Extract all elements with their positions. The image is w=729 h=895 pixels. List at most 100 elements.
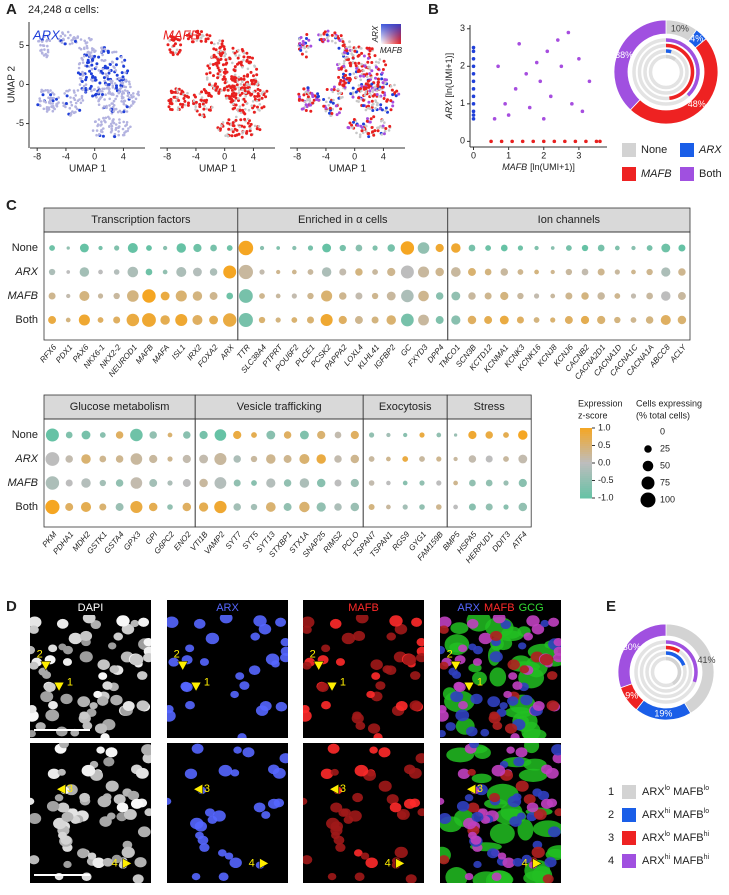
umap-cell — [328, 106, 332, 110]
umap-cell — [339, 34, 343, 38]
umap-cell — [95, 62, 99, 66]
umap-cell — [122, 91, 126, 95]
umap-cell — [297, 92, 301, 96]
dot — [677, 292, 686, 300]
umap-cell — [369, 117, 373, 121]
scatter-point — [513, 87, 518, 91]
umap-cell — [217, 61, 221, 65]
nucleus — [394, 846, 408, 859]
donut-slice — [613, 19, 667, 111]
nucleus — [167, 797, 172, 805]
umap-cell — [360, 129, 364, 133]
umap-cell — [186, 37, 190, 41]
scatter-point — [580, 109, 585, 114]
umap-cell — [301, 98, 304, 102]
umap-cell — [234, 92, 238, 96]
nucleus — [542, 874, 554, 883]
umap-cell — [93, 54, 97, 58]
umap-cell — [305, 33, 309, 36]
nucleus — [105, 780, 119, 792]
scatter-point — [570, 102, 574, 106]
umap-cell — [255, 67, 259, 71]
umap-cell — [374, 65, 378, 69]
nucleus — [317, 682, 329, 693]
dot — [631, 269, 636, 275]
nucleus — [230, 769, 240, 777]
umap-cell — [186, 103, 190, 107]
nucleus — [261, 811, 271, 819]
umap-cell — [240, 91, 244, 95]
dot — [419, 456, 425, 462]
colorbar-step — [580, 468, 592, 471]
channel-name: GCG — [519, 602, 544, 614]
umap-cell — [216, 66, 220, 70]
umap-cell — [348, 76, 352, 80]
dot — [251, 480, 257, 486]
umap-cell — [100, 46, 103, 50]
nucleus — [303, 855, 313, 865]
umap-cell — [86, 50, 90, 54]
umap-cell — [342, 64, 346, 68]
umap-cell — [231, 130, 235, 134]
colorbar-step — [580, 430, 592, 433]
size-legend-label: 100 — [660, 494, 675, 504]
dot — [258, 316, 266, 324]
umap-cell — [78, 72, 82, 76]
umap-cell — [87, 36, 91, 40]
nucleus — [417, 808, 424, 817]
dot — [81, 430, 91, 440]
umap-cell — [231, 102, 235, 106]
x-tick-label: 4 — [251, 151, 256, 161]
umap-cell — [381, 90, 385, 94]
marker-number: 1 — [204, 677, 210, 689]
nucleus — [456, 800, 470, 812]
nucleus — [46, 800, 60, 812]
umap-cell — [208, 66, 211, 70]
nucleus — [526, 615, 540, 627]
umap-cell — [324, 109, 328, 113]
umap-cell — [246, 55, 250, 59]
dot — [320, 313, 333, 327]
nucleus — [411, 617, 423, 627]
dot — [266, 430, 276, 440]
umap-cell — [74, 101, 78, 105]
dot — [113, 269, 120, 275]
umap-cell — [95, 65, 98, 69]
umap-cell — [349, 92, 353, 96]
nucleus — [94, 723, 108, 734]
colorbar-step — [580, 432, 592, 435]
x-axis-label: MAFB [ln(UMI+1)] — [502, 162, 575, 172]
umap-cell — [100, 128, 103, 132]
umap-cell — [380, 133, 384, 136]
nucleus — [57, 768, 66, 776]
umap-cell — [252, 82, 256, 86]
dot — [435, 504, 442, 510]
nucleus — [303, 625, 312, 634]
dot — [176, 266, 187, 278]
micrograph-content — [303, 743, 424, 883]
umap-cell — [342, 62, 346, 65]
nucleus — [369, 746, 378, 754]
dot — [45, 476, 60, 490]
nucleus — [55, 726, 68, 737]
dot — [369, 432, 375, 438]
umap-cell — [344, 56, 347, 60]
nucleus — [504, 723, 518, 734]
row-label: ARX — [14, 266, 38, 278]
nucleus — [554, 808, 561, 817]
umap-cell — [260, 92, 264, 95]
umap-cell — [127, 127, 130, 130]
dot — [368, 504, 375, 510]
dot — [484, 268, 492, 276]
dot — [469, 479, 476, 487]
nucleus — [191, 872, 201, 881]
umap-cell — [329, 100, 333, 104]
umap-cell — [325, 33, 329, 37]
umap-cell — [221, 51, 225, 55]
umap-cell — [357, 100, 360, 103]
umap-cell — [208, 71, 212, 75]
dot — [183, 431, 191, 439]
umap-cell — [377, 61, 381, 64]
colorbar-step — [580, 486, 592, 489]
umap-cell — [239, 118, 243, 122]
